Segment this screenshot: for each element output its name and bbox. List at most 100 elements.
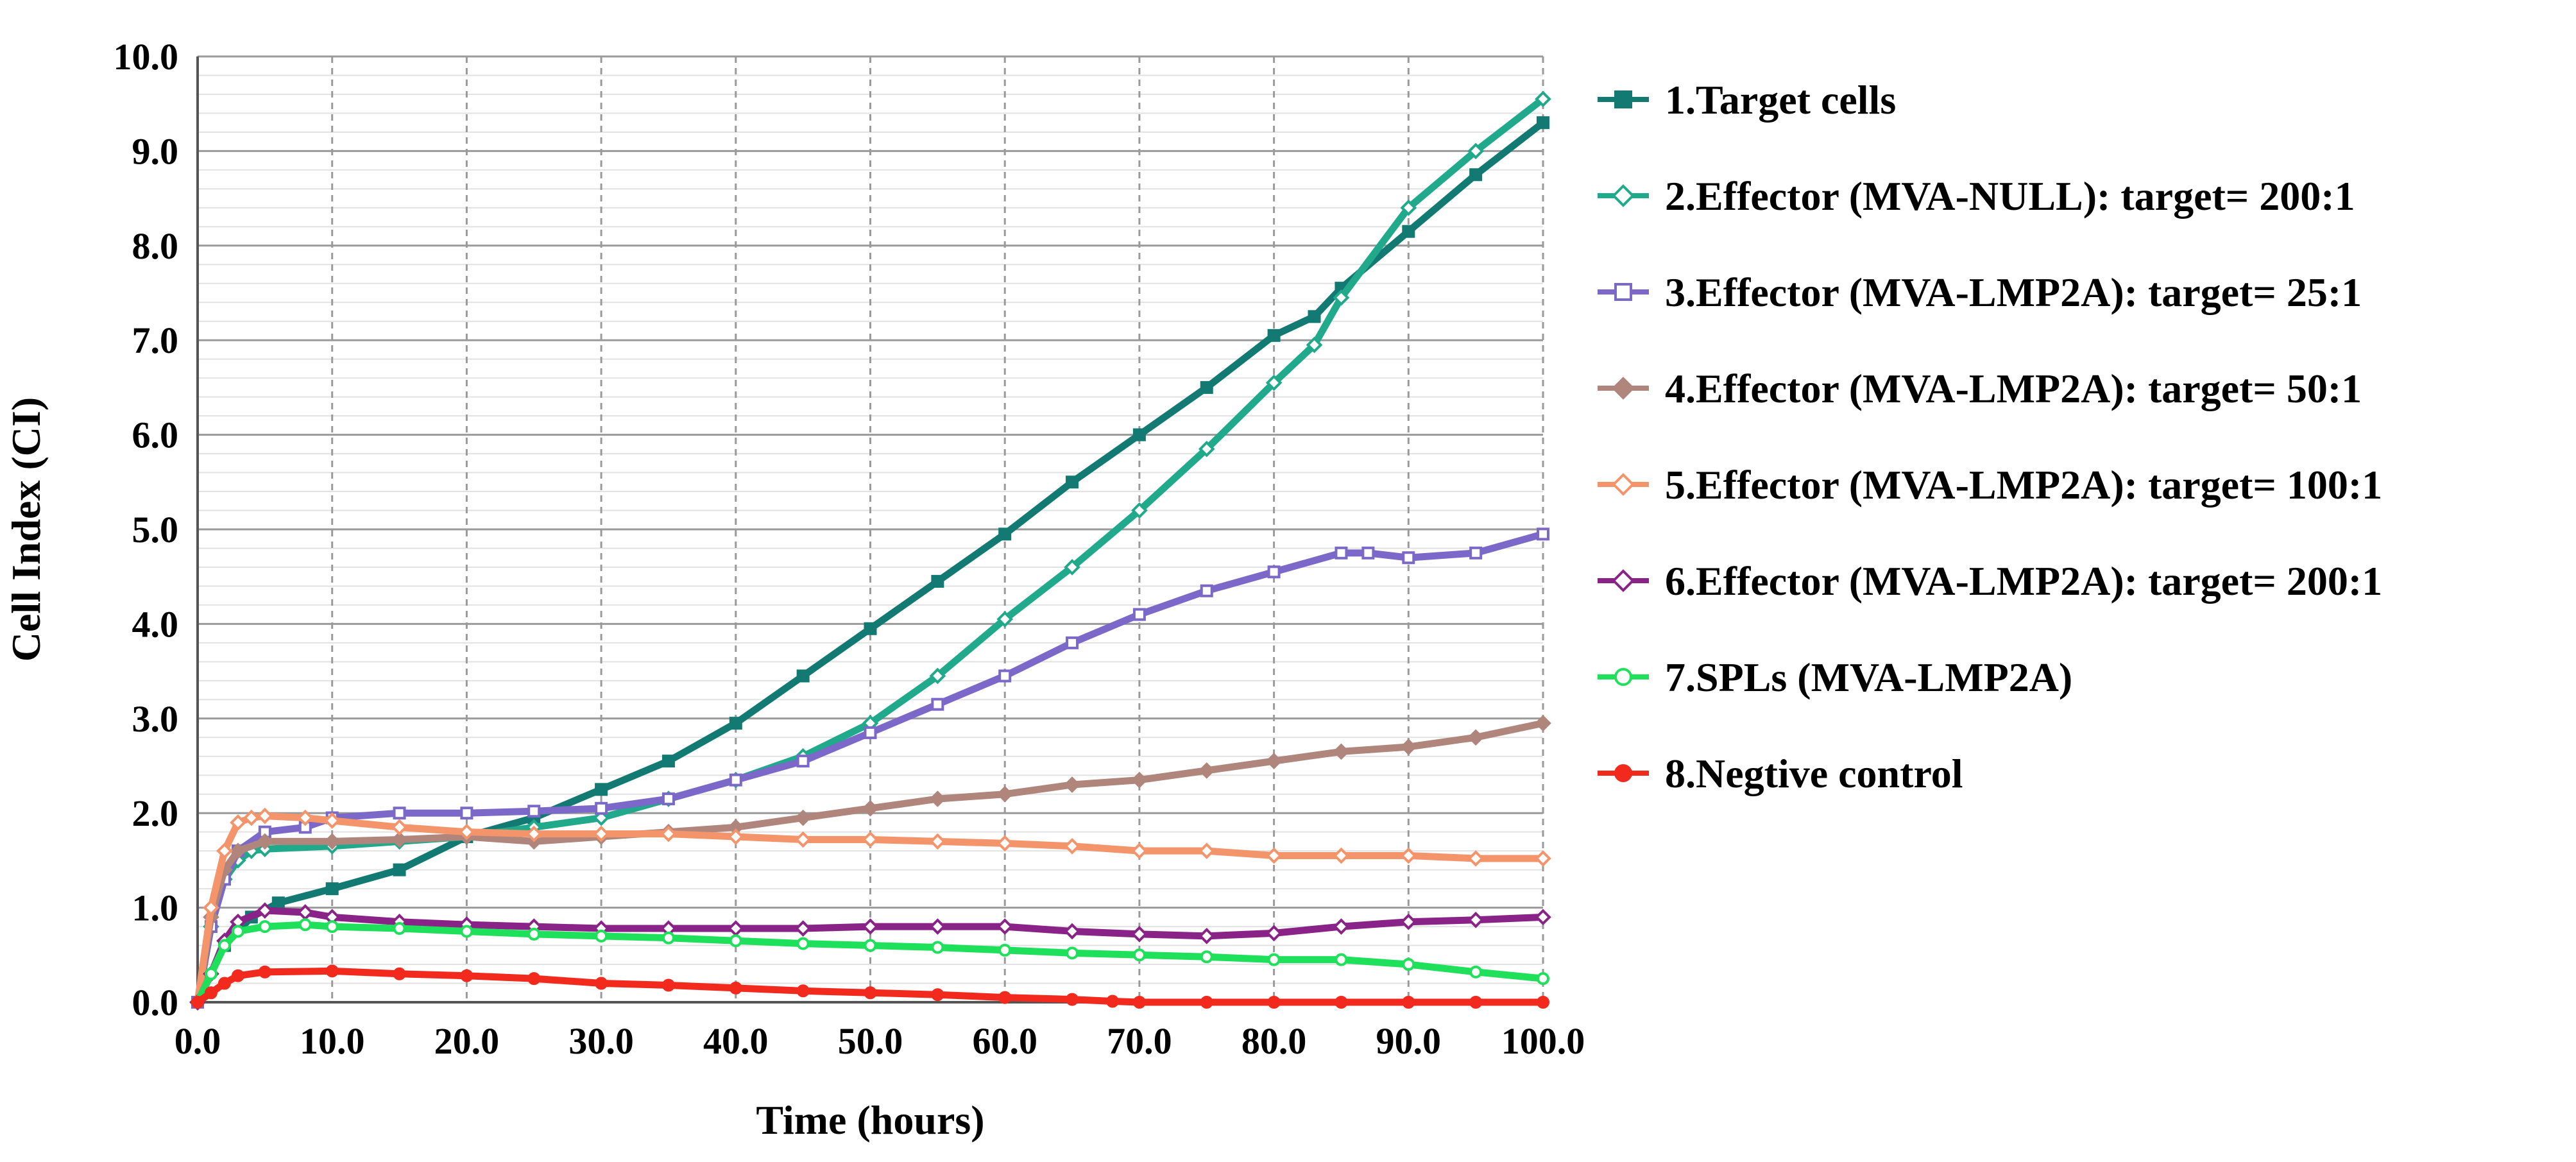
- y-tick-labels: 0.0 1.0 2.0 3.0 4.0 5.0 6.0 7.0 8.0 9.0 10.0: [114, 36, 179, 1023]
- data-point: [595, 977, 608, 990]
- y-tick-label: 1.0: [132, 887, 179, 929]
- data-point: [1131, 926, 1148, 943]
- series-5: [189, 807, 1551, 1011]
- legend-item-2: 2.Effector (MVA-NULL): target= 200:1: [1598, 173, 2355, 219]
- data-point: [729, 717, 742, 730]
- data-point: [1267, 565, 1281, 579]
- data-point: [527, 927, 541, 941]
- data-point: [1469, 168, 1483, 182]
- data-point: [661, 978, 675, 992]
- data-point: [1066, 946, 1079, 960]
- legend-label: 7.SPLs (MVA-LMP2A): [1665, 654, 2072, 700]
- data-point: [998, 527, 1012, 541]
- legend-item-4: 4.Effector (MVA-LMP2A): target= 50:1: [1598, 366, 2362, 411]
- legend: 1.Target cells 2.Effector (MVA-NULL): tar…: [1598, 77, 2382, 796]
- x-tick-label: 0.0: [175, 1020, 221, 1062]
- y-tick-label: 4.0: [132, 603, 179, 645]
- data-point: [1333, 743, 1350, 760]
- y-tick-label: 5.0: [132, 509, 179, 551]
- data-point: [460, 807, 473, 820]
- data-point: [864, 939, 877, 952]
- data-point: [1400, 739, 1417, 755]
- data-point: [996, 611, 1014, 628]
- data-point: [595, 929, 608, 943]
- data-point: [929, 790, 946, 807]
- data-point: [1200, 380, 1213, 394]
- data-point: [325, 882, 339, 896]
- data-point: [661, 755, 675, 768]
- data-point: [1333, 847, 1350, 864]
- data-point: [931, 697, 944, 711]
- data-point: [525, 825, 543, 842]
- x-tick-label: 60.0: [972, 1020, 1037, 1062]
- legend-item-5: 5.Effector (MVA-LMP2A): target= 100:1: [1598, 462, 2382, 508]
- data-point: [796, 984, 810, 998]
- data-point: [1066, 993, 1079, 1006]
- data-point: [527, 972, 541, 986]
- data-point: [996, 835, 1014, 852]
- data-point: [1267, 953, 1281, 966]
- data-point: [1535, 909, 1551, 926]
- data-point: [458, 823, 475, 841]
- data-point: [1537, 116, 1549, 130]
- data-point: [729, 934, 742, 948]
- legend-item-6: 6.Effector (MVA-LMP2A): target= 200:1: [1598, 558, 2382, 604]
- series-line-3: [194, 530, 1547, 1006]
- data-point: [864, 986, 877, 1000]
- data-point: [998, 669, 1012, 683]
- data-point: [204, 967, 218, 980]
- data-point: [1400, 200, 1417, 216]
- data-point: [1335, 546, 1348, 560]
- data-point: [660, 825, 677, 842]
- x-tick-label: 40.0: [703, 1020, 769, 1062]
- data-point: [203, 899, 219, 916]
- y-tick-label: 10.0: [114, 36, 179, 78]
- data-point: [1335, 996, 1348, 1009]
- data-point: [729, 981, 742, 995]
- data-point: [298, 918, 312, 932]
- x-tick-labels: 0.0 10.0 20.0 30.0 40.0 50.0 60.0 70.0 80.0 90.0 1…: [175, 1020, 1585, 1062]
- legend-label: 3.Effector (MVA-LMP2A): target= 25:1: [1665, 269, 2362, 315]
- series-7: [191, 918, 1549, 1009]
- data-point: [393, 807, 406, 820]
- data-point: [460, 969, 473, 982]
- data-point: [296, 809, 314, 826]
- y-tick-label: 3.0: [132, 698, 179, 740]
- data-point: [661, 792, 675, 806]
- data-point: [391, 819, 408, 836]
- y-axis-title: Cell Index (CI): [3, 397, 49, 662]
- legend-label: 8.Negtive control: [1665, 751, 1963, 796]
- legend-item-1: 1.Target cells: [1598, 77, 1896, 123]
- legend-item-3: 3.Effector (MVA-LMP2A): target= 25:1: [1598, 269, 2362, 315]
- data-point: [996, 918, 1014, 935]
- data-point: [1469, 965, 1483, 978]
- data-point: [1198, 762, 1215, 779]
- data-point: [204, 986, 218, 1000]
- data-point: [1535, 850, 1551, 867]
- data-point: [1308, 310, 1321, 323]
- legend-swatch-marker: [1612, 473, 1635, 496]
- data-point: [1467, 142, 1484, 160]
- data-point: [1064, 837, 1080, 855]
- data-point: [998, 943, 1012, 957]
- data-point: [929, 667, 946, 685]
- data-point: [931, 988, 944, 1002]
- data-point: [929, 918, 946, 935]
- data-point: [794, 809, 812, 826]
- data-point: [527, 805, 541, 818]
- data-point: [218, 939, 231, 952]
- data-point: [1265, 925, 1283, 942]
- data-point: [1467, 850, 1484, 867]
- data-point: [1537, 972, 1549, 986]
- data-point: [243, 809, 260, 826]
- legend-swatch-marker: [1612, 569, 1635, 592]
- y-tick-label: 0.0: [132, 982, 179, 1023]
- data-point: [231, 969, 244, 982]
- y-tick-label: 9.0: [132, 130, 179, 172]
- series-4: [189, 715, 1551, 1011]
- data-point: [931, 941, 944, 954]
- data-point: [1400, 913, 1417, 930]
- data-point: [1537, 527, 1549, 541]
- data-point: [230, 814, 246, 831]
